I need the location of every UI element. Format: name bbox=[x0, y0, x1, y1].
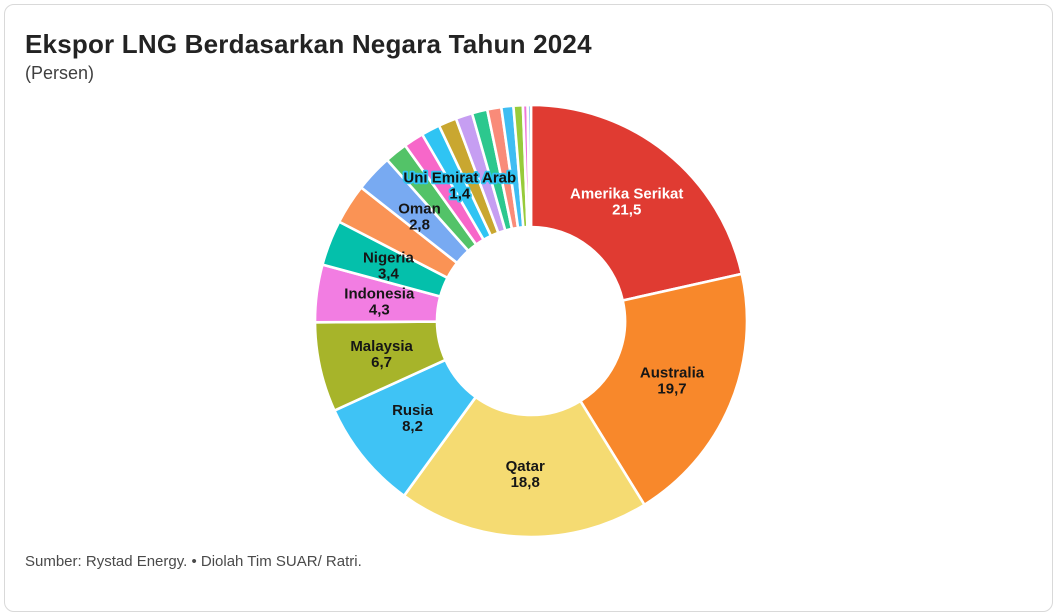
pie-slice-qatar[interactable] bbox=[402, 395, 646, 539]
pie-slice-amerika-serikat[interactable] bbox=[529, 103, 744, 302]
page-subtitle: (Persen) bbox=[25, 63, 95, 83]
pie-slice-segment-20[interactable] bbox=[526, 103, 533, 229]
page-title: Ekspor LNG Berdasarkan Negara Tahun 2024 bbox=[25, 29, 592, 59]
pie-slice-australia[interactable] bbox=[579, 272, 749, 507]
source-note: Sumber: Rystad Energy. • Diolah Tim SUAR… bbox=[25, 553, 362, 570]
chart-card: Ekspor LNG Berdasarkan Negara Tahun 2024… bbox=[4, 4, 1053, 612]
